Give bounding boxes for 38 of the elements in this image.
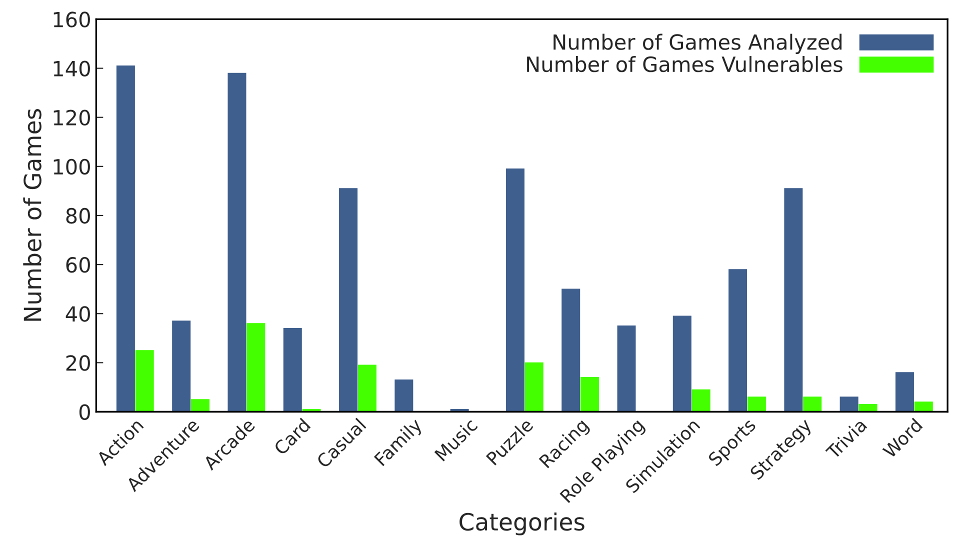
bar [672, 316, 692, 412]
y-tick-label: 140 [54, 60, 90, 76]
y-tick-label: 160 [54, 12, 90, 28]
bar [191, 399, 210, 412]
y-tick-label: 80 [66, 208, 90, 224]
legend-label: Number of Games Analyzed [554, 34, 842, 54]
bar [562, 288, 580, 412]
bar [228, 72, 246, 412]
bar [580, 377, 600, 412]
bar [116, 65, 135, 412]
bar [135, 350, 154, 412]
bar [394, 380, 414, 412]
bar [617, 326, 636, 412]
bar [692, 389, 710, 412]
y-tick-label: 120 [54, 110, 90, 126]
y-tick-label: 60 [66, 257, 90, 273]
y-tick-label: 20 [66, 355, 90, 371]
bar [358, 364, 376, 412]
x-axis-title: Categories [460, 512, 584, 536]
bar [524, 362, 544, 412]
bar [784, 188, 803, 412]
bar [803, 396, 822, 412]
bar [506, 168, 524, 412]
bar [914, 402, 933, 412]
bar [172, 320, 191, 412]
bar [246, 323, 266, 412]
bar [858, 404, 878, 412]
y-tick-label: 40 [66, 306, 90, 322]
y-axis-title: Number of Games [23, 109, 42, 321]
legend-label: Number of Games Vulnerables [527, 56, 842, 72]
bar [283, 328, 302, 412]
bar [728, 269, 748, 412]
y-tick-label: 100 [54, 158, 90, 175]
bar [840, 396, 858, 412]
bar [747, 396, 766, 412]
bar [895, 372, 914, 412]
y-tick-label: 0 [79, 404, 90, 420]
bar [339, 188, 358, 412]
